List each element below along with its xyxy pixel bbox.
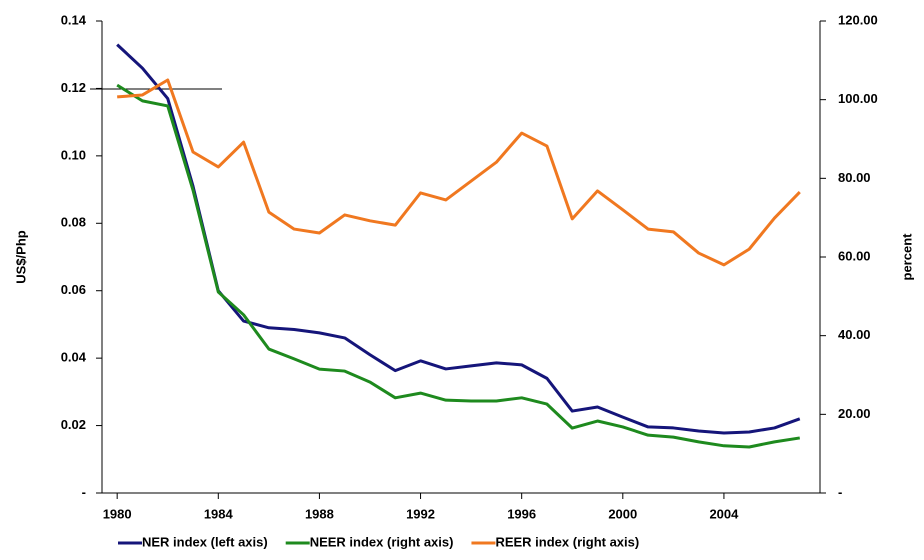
x-tick-label: 2004 [709,506,739,521]
y2ticks-label: 60.00 [838,248,871,263]
y2ticks-label: - [838,484,842,499]
legend-label: NER index (left axis) [142,534,268,549]
y2ticks-label: 20.00 [838,406,871,421]
y2ticks-label: 80.00 [838,170,871,185]
x-tick-label: 1988 [305,506,334,521]
yticks-label: 0.08 [61,215,86,230]
y2ticks-label: 120.00 [838,12,878,27]
x-tick-label: 1996 [507,506,536,521]
yticks-label: 0.12 [61,80,86,95]
yticks-label: 0.14 [61,12,87,27]
y2ticks-label: 100.00 [838,91,878,106]
x-tick-label: 1984 [204,506,234,521]
y-axis-title: US$/Php [13,230,28,284]
yticks-label: 0.06 [61,282,86,297]
x-tick-label: 1992 [406,506,435,521]
yticks-label: - [82,484,86,499]
series-line [116,83,801,449]
legend-label: NEER index (right axis) [310,534,454,549]
x-tick-label: 1980 [103,506,132,521]
yticks-label: 0.04 [61,350,87,365]
series-line [116,43,801,435]
y2ticks-label: 40.00 [838,327,871,342]
legend-label: REER index (right axis) [495,534,639,549]
series-line [117,78,801,267]
yticks-label: 0.10 [61,147,86,162]
yticks-label: 0.02 [61,417,86,432]
x-tick-label: 2000 [608,506,637,521]
y2-axis-title: percent [899,233,914,281]
